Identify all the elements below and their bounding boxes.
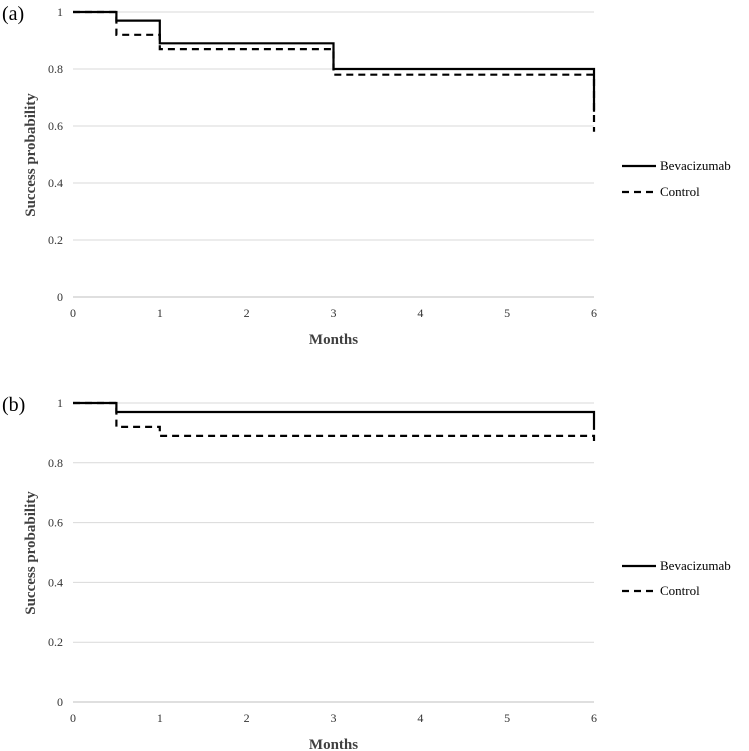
x-tick-label: 5 [504, 711, 510, 725]
x-tick-label: 1 [157, 711, 163, 725]
y-tick-label: 0.6 [48, 516, 63, 530]
y-tick-label: 0.6 [48, 119, 63, 133]
x-tick-label: 4 [417, 306, 423, 320]
y-tick-label: 1 [57, 396, 63, 410]
y-tick-label: 0.8 [48, 456, 63, 470]
y-tick-label: 0.4 [48, 176, 63, 190]
y-tick-label: 0 [57, 695, 63, 709]
legend-label-bevacizumab: Bevacizumab [660, 158, 731, 173]
y-tick-label: 0.2 [48, 635, 63, 649]
panel-label: (a) [2, 3, 24, 25]
legend-label-control: Control [660, 583, 700, 598]
x-tick-label: 5 [504, 306, 510, 320]
series-line-control [73, 10, 596, 132]
y-tick-label: 0.2 [48, 233, 63, 247]
x-tick-label: 3 [331, 306, 337, 320]
x-tick-label: 2 [244, 306, 250, 320]
x-tick-label: 1 [157, 306, 163, 320]
panel-b: (b) 0 0.2 0.4 0.6 0.8 1 0 1 2 3 4 5 6 Months Success pr… [2, 394, 731, 751]
y-tick-label: 0.8 [48, 62, 63, 76]
y-tick-label: 0.4 [48, 575, 63, 589]
y-tick-label: 1 [57, 5, 63, 19]
y-axis-title: Success probability [23, 93, 39, 217]
series-line-bevacizumab [73, 10, 596, 112]
legend-label-control: Control [660, 184, 700, 199]
series-line-control [73, 401, 596, 445]
panel-a: (a) 0 0.2 0.4 0.6 0.8 1 0 1 2 3 4 5 6 Months Success pr… [2, 3, 731, 348]
x-axis-title: Months [309, 737, 358, 751]
legend-label-bevacizumab: Bevacizumab [660, 558, 731, 573]
x-tick-label: 0 [70, 711, 76, 725]
x-tick-label: 3 [331, 711, 337, 725]
x-tick-label: 6 [591, 306, 597, 320]
x-tick-label: 0 [70, 306, 76, 320]
y-tick-label: 0 [57, 290, 63, 304]
x-tick-label: 4 [417, 711, 423, 725]
y-axis-title: Success probability [23, 491, 39, 615]
x-tick-label: 2 [244, 711, 250, 725]
panel-label: (b) [2, 394, 25, 416]
x-axis-title: Months [309, 332, 358, 348]
x-tick-label: 6 [591, 711, 597, 725]
